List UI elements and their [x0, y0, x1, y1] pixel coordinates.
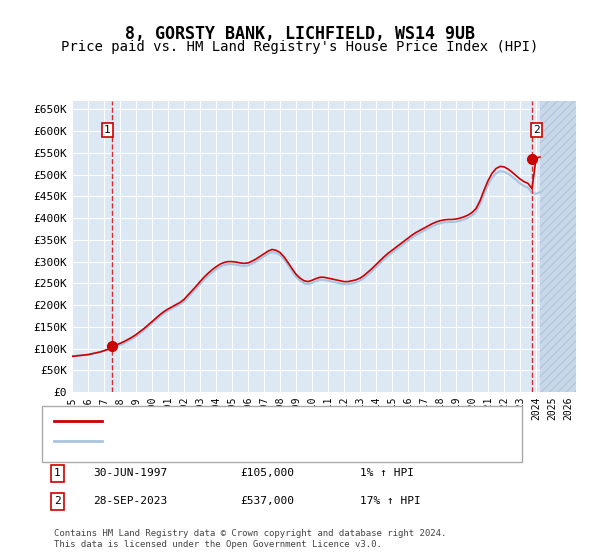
Text: £105,000: £105,000 [240, 468, 294, 478]
Text: 1% ↑ HPI: 1% ↑ HPI [360, 468, 414, 478]
Bar [540, 101, 576, 392]
Text: Price paid vs. HM Land Registry's House Price Index (HPI): Price paid vs. HM Land Registry's House … [61, 40, 539, 54]
Text: 2: 2 [54, 496, 61, 506]
Text: £537,000: £537,000 [240, 496, 294, 506]
Text: 2: 2 [533, 125, 540, 135]
Text: 17% ↑ HPI: 17% ↑ HPI [360, 496, 421, 506]
Text: Contains HM Land Registry data © Crown copyright and database right 2024.
This d: Contains HM Land Registry data © Crown c… [54, 529, 446, 549]
Text: 30-JUN-1997: 30-JUN-1997 [93, 468, 167, 478]
Text: 28-SEP-2023: 28-SEP-2023 [93, 496, 167, 506]
Text: 8, GORSTY BANK, LICHFIELD, WS14 9UB: 8, GORSTY BANK, LICHFIELD, WS14 9UB [125, 25, 475, 43]
Text: 1: 1 [54, 468, 61, 478]
Text: 8, GORSTY BANK, LICHFIELD, WS14 9UB (detached house): 8, GORSTY BANK, LICHFIELD, WS14 9UB (det… [114, 416, 465, 426]
Text: HPI: Average price, detached house, Lichfield: HPI: Average price, detached house, Lich… [114, 436, 418, 446]
Text: 1: 1 [104, 125, 110, 135]
